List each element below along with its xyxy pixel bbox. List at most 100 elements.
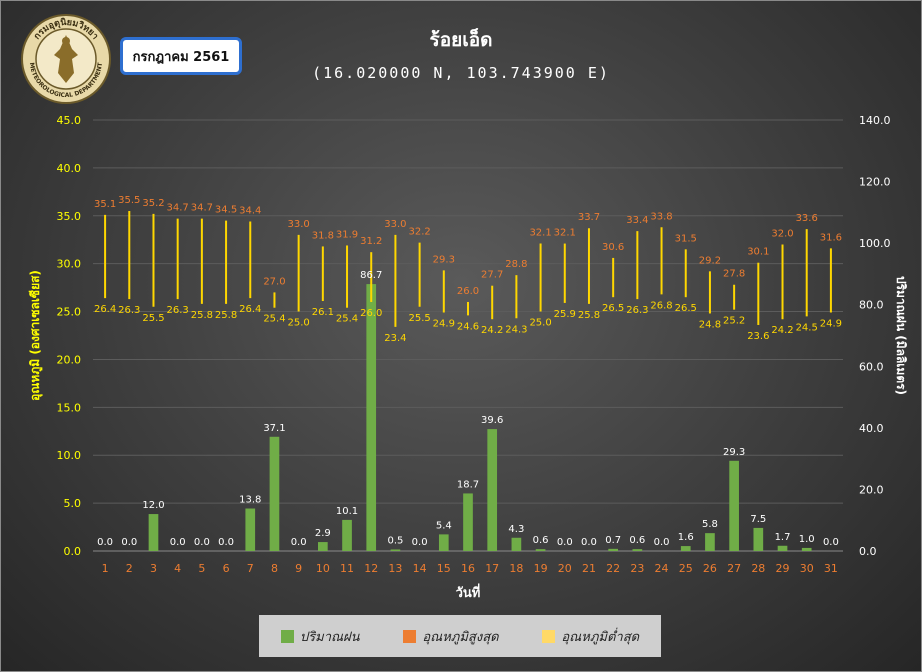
legend-item-tmin: อุณหภูมิต่ำสุด (542, 626, 639, 647)
rain-data-label: 0.0 (823, 537, 839, 548)
tmax-data-label: 32.1 (529, 228, 551, 239)
rain-data-label: 13.8 (239, 495, 261, 506)
tmin-data-label: 25.0 (529, 318, 551, 329)
x-tick-label: 1 (102, 562, 109, 575)
rain-bar (269, 436, 280, 551)
legend: ปริมาณฝน อุณหภูมิสูงสุด อุณหภูมิต่ำสุด (259, 615, 661, 657)
rain-bar (705, 533, 715, 551)
rain-bar (245, 508, 256, 551)
legend-item-rain: ปริมาณฝน (280, 626, 360, 647)
x-tick-label: 24 (655, 562, 669, 575)
y-left-tick-label: 30.0 (57, 258, 82, 271)
x-tick-label: 6 (223, 562, 230, 575)
rain-bar (801, 547, 812, 551)
x-tick-label: 30 (800, 562, 814, 575)
station-title: ร้อยเอ็ด (429, 29, 493, 51)
rain-bar (487, 429, 498, 551)
y-right-tick-label: 120.0 (859, 176, 891, 189)
y-left-tick-label: 15.0 (57, 401, 82, 414)
tmin-data-label: 24.2 (481, 325, 503, 336)
x-tick-label: 14 (413, 562, 427, 575)
tmax-data-label: 31.5 (675, 233, 697, 244)
tmax-data-label: 32.1 (554, 228, 576, 239)
rain-bar (463, 493, 473, 551)
tmin-data-label: 25.8 (191, 310, 213, 321)
tmin-data-label: 23.4 (384, 333, 406, 344)
rain-bar (342, 519, 352, 551)
x-tick-label: 2 (126, 562, 133, 575)
tmin-data-label: 25.5 (408, 313, 430, 324)
tmin-data-label: 25.0 (288, 318, 310, 329)
rain-data-label: 0.0 (557, 537, 573, 548)
tmin-data-label: 26.3 (118, 305, 140, 316)
y-left-tick-label: 5.0 (64, 497, 82, 510)
tmin-data-label: 26.4 (239, 304, 261, 315)
x-axis-title: วันที่ (456, 583, 481, 601)
y-right-axis-title: ปริมาณฝน (มิลลิเมตร) (894, 276, 908, 395)
rain-bar (608, 548, 618, 551)
x-tick-label: 7 (247, 562, 254, 575)
rain-bar (390, 549, 401, 551)
rain-data-label: 0.6 (629, 535, 645, 546)
y-right-tick-label: 20.0 (859, 483, 884, 496)
tmax-data-label: 35.5 (118, 195, 140, 206)
tmin-data-label: 25.8 (215, 310, 237, 321)
x-tick-label: 16 (461, 562, 475, 575)
tmax-data-label: 34.7 (191, 203, 213, 214)
tmax-data-label: 35.2 (142, 198, 164, 209)
tmax-data-label: 29.3 (433, 254, 455, 265)
tmin-data-label: 26.3 (626, 305, 648, 316)
x-tick-label: 20 (558, 562, 572, 575)
x-tick-label: 3 (150, 562, 157, 575)
rain-data-label: 0.0 (412, 537, 428, 548)
tmin-data-label: 24.2 (771, 325, 793, 336)
legend-label-rain: ปริมาณฝน (299, 629, 360, 645)
x-tick-label: 23 (630, 562, 644, 575)
tmax-data-label: 31.8 (312, 230, 334, 241)
tmax-data-label: 29.2 (699, 255, 721, 266)
tmax-data-label: 27.8 (723, 269, 745, 280)
tmax-data-label: 34.5 (215, 205, 237, 216)
rain-data-label: 0.0 (170, 537, 186, 548)
rain-bar (438, 534, 449, 551)
tmax-data-label: 31.6 (820, 232, 842, 243)
rain-data-label: 0.0 (581, 537, 597, 548)
tmin-data-label: 24.3 (505, 324, 527, 335)
x-tick-label: 21 (582, 562, 596, 575)
rain-data-label: 1.6 (678, 532, 694, 543)
rain-data-label: 4.3 (508, 524, 524, 535)
tmin-data-label: 25.2 (723, 316, 745, 327)
x-tick-label: 22 (606, 562, 620, 575)
rain-data-label: 5.4 (436, 520, 452, 531)
rain-data-label: 0.0 (654, 537, 670, 548)
tmax-data-label: 27.0 (263, 276, 285, 287)
x-tick-label: 10 (316, 562, 330, 575)
legend-label-tmin: อุณหภูมิต่ำสุด (561, 629, 640, 645)
x-tick-label: 8 (271, 562, 278, 575)
tmin-data-label: 25.8 (578, 310, 600, 321)
tmin-data-label: 23.6 (747, 331, 769, 342)
y-left-tick-label: 45.0 (57, 114, 82, 127)
tmin-data-label: 26.4 (94, 304, 116, 315)
rain-bar (318, 542, 328, 551)
x-tick-label: 31 (824, 562, 838, 575)
rain-data-label: 86.7 (360, 270, 382, 281)
tmin-data-label: 26.3 (167, 305, 189, 316)
tmax-data-label: 30.1 (747, 247, 769, 258)
tmin-data-label: 24.8 (699, 319, 721, 330)
legend-swatch-tmax (403, 629, 417, 643)
rain-bar (753, 527, 764, 551)
y-right-tick-label: 40.0 (859, 422, 884, 435)
x-tick-label: 9 (295, 562, 302, 575)
y-left-tick-label: 20.0 (57, 353, 82, 366)
x-tick-label: 27 (727, 562, 741, 575)
x-tick-label: 25 (679, 562, 693, 575)
tmax-data-label: 27.7 (481, 270, 503, 281)
y-left-tick-label: 35.0 (57, 210, 82, 223)
tmax-data-label: 34.4 (239, 206, 261, 217)
y-left-tick-label: 25.0 (57, 306, 82, 319)
x-tick-label: 17 (485, 562, 499, 575)
y-left-tick-label: 40.0 (57, 162, 82, 175)
